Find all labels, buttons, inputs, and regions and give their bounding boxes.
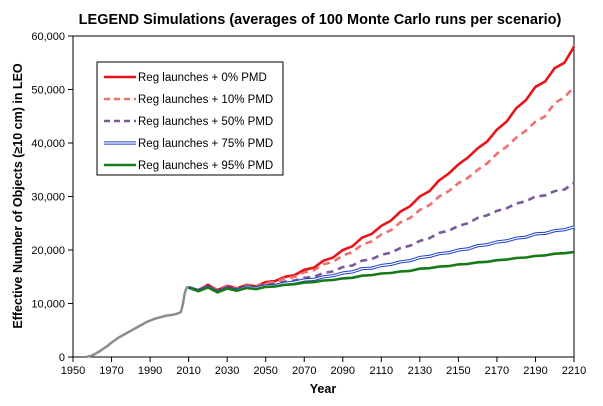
chart-title: LEGEND Simulations (averages of 100 Mont… xyxy=(79,12,562,28)
x-tick-label: 2090 xyxy=(331,365,355,377)
x-tick-label: 2190 xyxy=(523,365,547,377)
x-tick-label: 1970 xyxy=(99,365,123,377)
legend-label: Reg launches + 50% PMD xyxy=(138,116,273,128)
legend-box xyxy=(96,61,284,176)
legend-label: Reg launches + 75% PMD xyxy=(138,138,273,150)
x-tick-label: 1950 xyxy=(61,365,85,377)
x-tick-label: 2050 xyxy=(253,365,277,377)
legend-label: Reg launches + 0% PMD xyxy=(138,72,267,84)
legend-label: Reg launches + 10% PMD xyxy=(138,94,273,106)
series-lines xyxy=(86,46,576,359)
y-tick-label: 20,000 xyxy=(31,245,65,257)
y-tick-label: 0 xyxy=(59,352,65,364)
y-tick-label: 10,000 xyxy=(31,299,65,311)
y-tick-label: 50,000 xyxy=(31,85,65,97)
y-axis: 0 10,000 20,000 30,000 40,000 50,000 60,000 xyxy=(31,31,73,364)
x-tick-label: 1990 xyxy=(138,365,162,377)
x-tick-label: 2170 xyxy=(485,365,509,377)
x-axis: 1950 1970 1990 2010 2030 2050 2070 2090 2110 2130… xyxy=(61,357,586,377)
legend: Reg launches + 0% PMD Reg launches + 10% … xyxy=(96,61,284,176)
x-tick-label: 2110 xyxy=(369,365,393,377)
series-line xyxy=(188,85,575,293)
y-tick-label: 30,000 xyxy=(31,192,65,204)
x-tick-label: 2010 xyxy=(176,365,200,377)
y-tick-label: 40,000 xyxy=(31,138,65,150)
x-tick-label: 2030 xyxy=(215,365,239,377)
legend-label: Reg launches + 95% PMD xyxy=(138,160,273,172)
x-tick-label: 2150 xyxy=(446,365,470,377)
series-line xyxy=(188,46,576,292)
historical-line xyxy=(86,285,189,359)
x-tick-label: 2130 xyxy=(408,365,432,377)
series-line xyxy=(188,250,575,294)
series-line xyxy=(188,182,575,293)
y-axis-label: Effective Number of Objects (≥10 cm) in … xyxy=(11,63,25,329)
x-tick-label: 2070 xyxy=(292,365,316,377)
x-axis-label: Year xyxy=(310,382,337,396)
y-tick-label: 60,000 xyxy=(31,31,65,43)
x-tick-label: 2210 xyxy=(562,365,586,377)
